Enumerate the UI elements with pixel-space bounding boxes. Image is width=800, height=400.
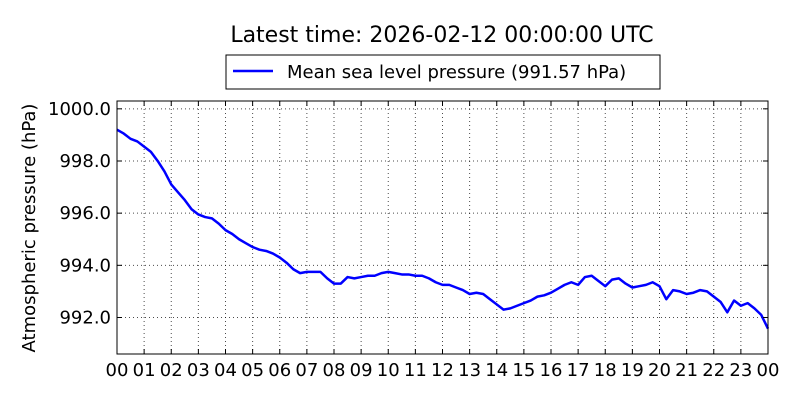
x-tick-label: 13 (458, 360, 481, 381)
x-tick-label: 16 (540, 360, 563, 381)
y-tick-label: 998.0 (59, 151, 111, 172)
x-tick-label: 06 (268, 360, 291, 381)
chart-title: Latest time: 2026-02-12 00:00:00 UTC (230, 23, 653, 48)
y-tick-label: 994.0 (59, 255, 111, 276)
grid (117, 101, 768, 354)
pressure-series-line (116, 128, 770, 330)
x-tick-label: 22 (702, 360, 725, 381)
x-tick-label: 05 (241, 360, 264, 381)
legend-box (225, 54, 661, 90)
x-tick-label: 19 (621, 360, 644, 381)
series-layer (116, 128, 770, 330)
x-tick-label: 20 (648, 360, 671, 381)
legend-series-label: Mean sea level pressure (991.57 hPa) (287, 62, 626, 83)
y-tick-label: 1000.0 (48, 99, 111, 120)
y-tick-label: 992.0 (59, 307, 111, 328)
x-tick-label: 17 (567, 360, 590, 381)
x-tick-label: 12 (431, 360, 454, 381)
x-tick-label: 02 (160, 360, 183, 381)
x-tick-label: 21 (675, 360, 698, 381)
ticks: 00 01 02 03 04 05 06 07 08 09 10 11 12 13 14 15 16 17 18 19… (48, 99, 779, 381)
x-tick-label: 09 (350, 360, 373, 381)
x-tick-label: 14 (485, 360, 508, 381)
x-tick-label: 03 (187, 360, 210, 381)
y-tick-label: 996.0 (59, 203, 111, 224)
x-tick-label: 23 (729, 360, 752, 381)
x-tick-label: 00 (757, 360, 780, 381)
y-axis-label: Atmospheric pressure (hPa) (19, 104, 40, 353)
x-tick-label: 10 (377, 360, 400, 381)
x-tick-label: 01 (133, 360, 156, 381)
x-tick-label: 11 (404, 360, 427, 381)
x-tick-label: 15 (512, 360, 535, 381)
legend: Mean sea level pressure (991.57 hPa) (225, 54, 661, 90)
x-tick-label: 08 (323, 360, 346, 381)
x-tick-label: 00 (106, 360, 129, 381)
plot-frame (116, 100, 769, 355)
x-tick-label: 18 (594, 360, 617, 381)
x-tick-label: 07 (295, 360, 318, 381)
x-tick-label: 04 (214, 360, 237, 381)
